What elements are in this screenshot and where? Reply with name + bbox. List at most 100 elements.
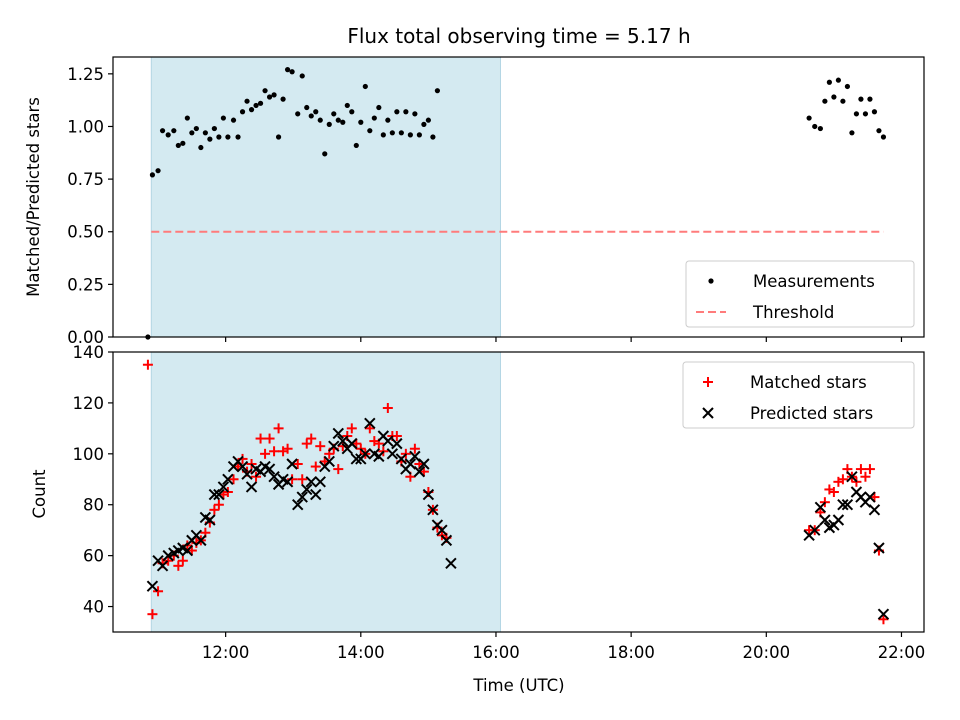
measurement-point — [358, 119, 364, 125]
predicted-stars-point — [359, 448, 372, 460]
measurement-point — [235, 134, 241, 140]
x-stroke-b — [386, 448, 399, 460]
predicted-stars-point — [427, 504, 439, 516]
x-stroke-b — [337, 435, 349, 447]
x-stroke-b — [427, 504, 439, 516]
measurement-point — [876, 128, 882, 134]
bottom-x-tick-label: 14:00 — [337, 643, 385, 662]
measurement-point — [216, 134, 222, 140]
x-stroke-b — [277, 473, 289, 485]
matched-stars-point — [310, 461, 321, 472]
x-stroke-b — [204, 514, 216, 526]
x-stroke-b — [217, 481, 230, 493]
legend-measurements-marker — [708, 278, 714, 284]
x-stroke-b — [245, 481, 258, 493]
x-stroke-b — [832, 514, 845, 526]
top-y-tick-label: 1.00 — [67, 117, 104, 136]
measurement-point — [202, 130, 208, 136]
top-y-tick-label: 0.00 — [67, 328, 104, 347]
top-panel-ratio: 0.00 0.25 0.50 0.75 1.00 1.25 Measurements Thre… — [67, 56, 925, 347]
matched-stars-point — [837, 474, 848, 485]
bottom-x-tick-label: 12:00 — [202, 643, 250, 662]
measurement-point — [189, 130, 195, 136]
matched-stars-point — [855, 464, 866, 475]
predicted-stars-point — [162, 549, 174, 562]
x-stroke-b — [418, 458, 430, 470]
bottom-legend-box — [682, 361, 915, 429]
matched-stars-point — [391, 431, 402, 441]
matched-stars-point — [173, 560, 184, 571]
predicted-stars-point — [156, 560, 169, 572]
measurement-point — [262, 88, 268, 94]
measurement-point — [198, 144, 204, 151]
measurement-point — [165, 132, 171, 138]
x-stroke-b — [809, 524, 821, 536]
matched-stars-point — [364, 423, 375, 434]
measurement-point — [253, 102, 259, 109]
measurement-point — [853, 111, 860, 117]
measurement-point — [389, 130, 395, 136]
top-y-tick-label: 0.75 — [67, 170, 104, 189]
matched-stars-point — [297, 474, 308, 485]
x-stroke-b — [364, 417, 376, 429]
predicted-stars-point — [382, 435, 394, 447]
matched-stars-point — [292, 459, 303, 469]
x-stroke-b — [395, 453, 408, 465]
x-stroke-b — [236, 460, 249, 473]
measurement-point — [344, 102, 350, 109]
measurement-point — [812, 123, 818, 130]
bottom-y-tick-label: 60 — [83, 547, 104, 566]
predicted-stars-point — [337, 435, 349, 447]
top-y-tick-label: 0.50 — [67, 223, 104, 242]
measurement-point — [822, 98, 828, 104]
measurement-point — [385, 117, 391, 123]
matched-stars-point — [177, 555, 188, 566]
measurement-point — [380, 132, 386, 138]
measurement-point — [362, 83, 368, 90]
predicted-stars-point — [241, 468, 253, 480]
measurement-point — [313, 109, 319, 115]
predicted-stars-point — [440, 534, 453, 547]
measurement-point — [239, 109, 246, 115]
x-stroke-b — [436, 524, 448, 536]
measurement-point — [840, 98, 846, 104]
x-stroke-b — [413, 465, 426, 478]
measurement-point — [266, 94, 273, 100]
predicted-stars-point — [413, 465, 426, 478]
predicted-stars-point — [350, 453, 363, 465]
matched-stars-point — [209, 504, 220, 515]
legend-label: Predicted stars — [750, 404, 873, 423]
bottom-y-tick-label: 100 — [73, 445, 105, 464]
legend-matched-stars-marker — [703, 377, 713, 387]
legend-label: Matched stars — [750, 373, 867, 392]
x-stroke-b — [873, 542, 885, 554]
x-stroke-b — [314, 476, 326, 488]
x-stroke-b — [259, 460, 271, 473]
measurement-point — [289, 69, 295, 75]
matched-stars-point — [409, 443, 420, 454]
x-stroke-b — [146, 580, 159, 592]
predicted-stars-point — [195, 534, 207, 547]
x-stroke-b — [268, 471, 280, 483]
predicted-stars-point — [868, 504, 881, 516]
top-legend-box — [685, 260, 915, 328]
legend-label: Measurements — [753, 272, 875, 291]
matched-stars-point — [273, 423, 284, 434]
measurement-point — [326, 121, 332, 127]
predicted-stars-point — [422, 488, 435, 501]
matched-stars-point — [878, 614, 889, 625]
measurement-point — [155, 168, 161, 174]
x-stroke-b — [868, 504, 881, 516]
predicted-stars-point — [245, 481, 258, 493]
matched-stars-point — [333, 464, 344, 475]
matched-stars-point — [213, 499, 224, 510]
x-stroke-b — [162, 549, 174, 562]
measurement-point — [403, 109, 409, 115]
measurement-point — [295, 111, 301, 117]
predicted-stars-point — [809, 524, 821, 536]
x-stroke-b — [281, 476, 294, 488]
measurement-point — [149, 172, 156, 178]
x-stroke-b — [391, 437, 403, 450]
legend-label: Threshold — [752, 303, 834, 322]
